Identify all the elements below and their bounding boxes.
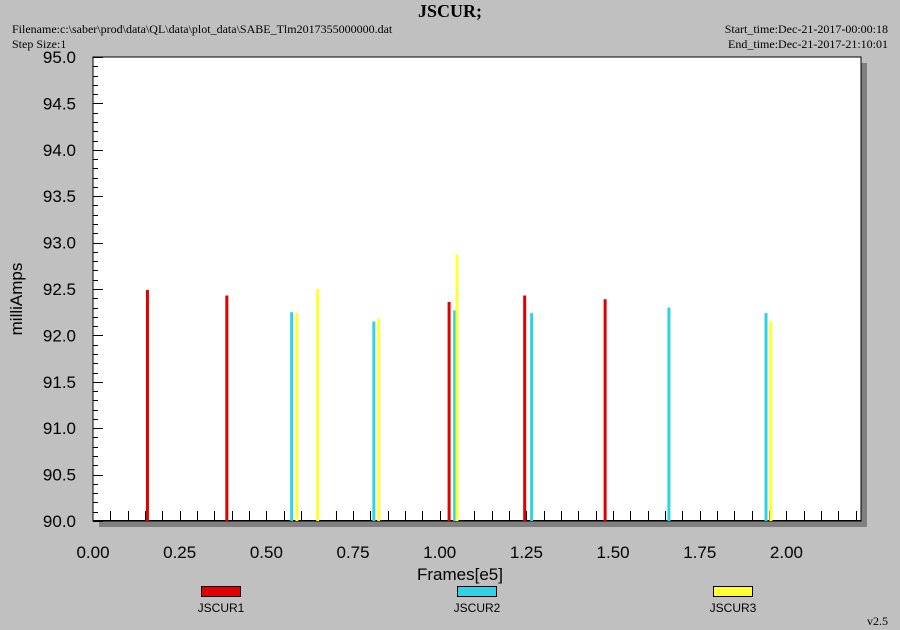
x-axis-label: Frames[e5] [417, 565, 503, 584]
x-tick-label: 0.25 [163, 543, 196, 562]
y-tick-label: 94.5 [43, 94, 76, 113]
bar-jscur2 [530, 313, 534, 521]
filename-label: Filename:c:\saber\prod\data\QL\data\plot… [12, 22, 393, 36]
step-size-label: Step Size:1 [12, 37, 67, 51]
y-tick-label: 91.5 [43, 373, 76, 392]
bar-jscur3 [295, 313, 299, 521]
bar-jscur3 [377, 318, 381, 521]
x-tick-label: 2.00 [770, 543, 803, 562]
bar-jscur3 [769, 321, 773, 521]
y-tick-label: 93.0 [43, 234, 76, 253]
bar-jscur1 [523, 295, 527, 521]
y-axis-label: milliAmps [7, 263, 26, 336]
bar-jscur1 [225, 295, 229, 521]
y-tick-label: 90.0 [43, 512, 76, 531]
bar-jscur2 [667, 307, 671, 521]
y-tick-label: 94.0 [43, 141, 76, 160]
x-tick-label: 0.50 [250, 543, 283, 562]
legend-swatch [201, 586, 241, 597]
legend-label: JSCUR3 [709, 601, 757, 615]
legend-swatch [457, 586, 497, 597]
x-tick-label: 1.75 [683, 543, 716, 562]
legend-item-jscur2: JSCUR2 [427, 586, 527, 615]
end-time-label: End_time:Dec-21-2017-21:10:01 [728, 37, 888, 51]
x-tick-label: 1.50 [597, 543, 630, 562]
plot-area [92, 56, 862, 522]
version-label: v2.5 [867, 614, 888, 628]
legend-swatch [713, 586, 753, 597]
x-tick-label: 1.00 [423, 543, 456, 562]
bar-jscur2 [372, 321, 376, 521]
legend-label: JSCUR2 [453, 601, 501, 615]
start-time-label: Start_time:Dec-21-2017-00:00:18 [724, 22, 888, 36]
y-tick-label: 90.5 [43, 466, 76, 485]
x-tick-label: 1.25 [510, 543, 543, 562]
y-tick-label: 91.0 [43, 419, 76, 438]
legend-item-jscur1: JSCUR1 [171, 586, 271, 615]
bar-jscur3 [316, 289, 320, 521]
legend-label: JSCUR1 [197, 601, 245, 615]
x-tick-label: 0.00 [76, 543, 109, 562]
y-tick-label: 93.5 [43, 187, 76, 206]
bar-jscur2 [290, 312, 294, 521]
bar-jscur2 [764, 313, 768, 521]
legend-item-jscur3: JSCUR3 [683, 586, 783, 615]
y-tick-label: 92.0 [43, 326, 76, 345]
y-tick-label: 92.5 [43, 280, 76, 299]
x-tick-label: 0.75 [336, 543, 369, 562]
bar-jscur1 [145, 289, 149, 521]
bar-jscur1 [603, 299, 607, 521]
chart-title: JSCUR; [417, 1, 482, 21]
bar-jscur3 [455, 254, 459, 521]
bar-jscur1 [447, 301, 451, 521]
bar-jscur2 [453, 310, 457, 521]
y-tick-label: 95.0 [43, 48, 76, 67]
